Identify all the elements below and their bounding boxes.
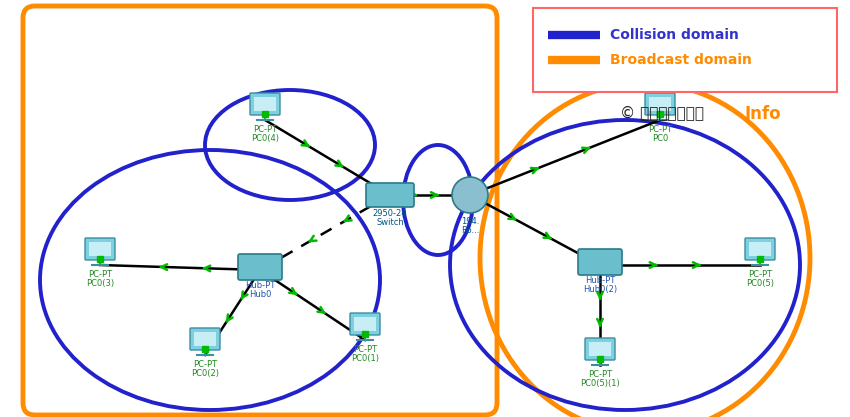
Text: PC-PT: PC-PT (88, 270, 112, 279)
Text: Switch: Switch (376, 218, 404, 227)
Text: Hub0(2): Hub0(2) (583, 285, 617, 294)
FancyBboxPatch shape (366, 183, 414, 207)
FancyBboxPatch shape (354, 317, 376, 331)
FancyBboxPatch shape (254, 97, 276, 111)
Text: PC0(5)(1): PC0(5)(1) (580, 379, 620, 388)
FancyBboxPatch shape (745, 238, 775, 260)
Text: PC-PT: PC-PT (748, 270, 772, 279)
Text: PC-PT: PC-PT (588, 370, 612, 379)
Text: PC0(1): PC0(1) (351, 354, 379, 363)
Text: PC0(5): PC0(5) (746, 279, 774, 288)
Text: Ro...: Ro... (461, 226, 479, 235)
Text: Hub-PT: Hub-PT (585, 276, 615, 285)
FancyBboxPatch shape (85, 238, 115, 260)
FancyBboxPatch shape (350, 313, 380, 335)
FancyBboxPatch shape (533, 8, 837, 92)
Text: PC0(4): PC0(4) (251, 134, 279, 143)
Text: 194.: 194. (461, 217, 479, 226)
Text: PC0: PC0 (652, 134, 668, 143)
FancyBboxPatch shape (585, 338, 615, 360)
Text: Hub0: Hub0 (249, 290, 271, 299)
FancyBboxPatch shape (645, 93, 675, 115)
Text: PC-PT: PC-PT (353, 345, 377, 354)
FancyBboxPatch shape (89, 242, 111, 256)
FancyBboxPatch shape (190, 328, 220, 350)
Text: PC0(2): PC0(2) (191, 369, 219, 378)
Text: Broadcast domain: Broadcast domain (610, 53, 752, 67)
FancyBboxPatch shape (194, 332, 216, 346)
FancyBboxPatch shape (250, 93, 280, 115)
Text: Hub-PT: Hub-PT (245, 281, 275, 290)
Text: PC-PT: PC-PT (253, 125, 277, 134)
FancyBboxPatch shape (238, 254, 282, 280)
Text: PC-PT: PC-PT (193, 360, 217, 369)
Text: © प्रविधि: © प्रविधि (620, 105, 704, 120)
FancyBboxPatch shape (649, 97, 671, 111)
FancyBboxPatch shape (578, 249, 622, 275)
Text: Collision domain: Collision domain (610, 28, 739, 42)
Text: 2950-24: 2950-24 (373, 209, 407, 218)
Text: PC-PT: PC-PT (648, 125, 672, 134)
Text: Info: Info (745, 105, 782, 123)
Text: PC0(3): PC0(3) (86, 279, 114, 288)
Circle shape (452, 177, 488, 213)
FancyBboxPatch shape (589, 342, 611, 356)
FancyBboxPatch shape (749, 242, 771, 256)
